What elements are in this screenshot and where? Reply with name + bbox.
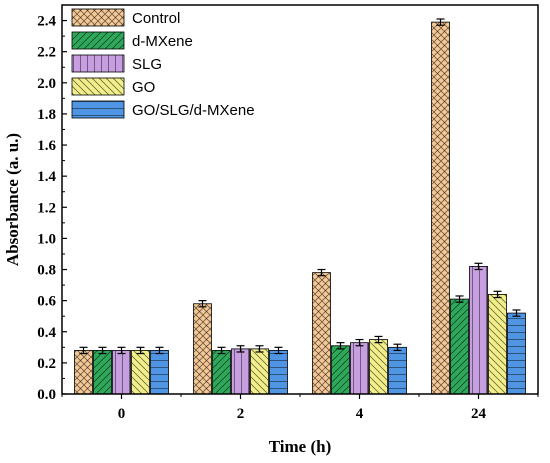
bar-d-mxene-t4 <box>331 345 350 395</box>
error-bar <box>255 345 264 353</box>
x-tick-label: 0 <box>118 406 126 422</box>
error-bar <box>474 262 483 271</box>
legend-swatch <box>71 31 125 50</box>
bar-go-t4 <box>369 339 388 395</box>
error-bar <box>455 295 464 303</box>
legend-item: d-MXene <box>71 31 193 50</box>
bar-go-slg-d-mxene-t0 <box>150 350 169 395</box>
y-tick-label: 1.8 <box>37 107 56 123</box>
y-tick-label: 0.0 <box>37 387 56 403</box>
error-bar <box>393 343 402 352</box>
y-tick-label: 1.4 <box>37 169 56 185</box>
y-tick-label: 2.4 <box>37 14 56 30</box>
x-tick-label: 24 <box>471 406 487 422</box>
legend-label: GO/SLG/d-MXene <box>132 102 255 119</box>
y-tick-label: 1.2 <box>37 200 56 216</box>
bar-d-mxene-t2 <box>212 350 231 395</box>
bar-go-slg-d-mxene-t24 <box>507 312 526 395</box>
error-bar <box>117 346 126 355</box>
ticks-layer: 0.0 0.2 0.4 0.6 0.8 1.0 1.2 1.4 1.6 1.8 2.0 2.2 2.4 0… <box>37 14 539 422</box>
y-tick-label: 0.2 <box>37 356 56 372</box>
error-bar <box>155 346 164 355</box>
legend-label: GO <box>132 79 155 96</box>
error-bar <box>198 300 207 308</box>
x-axis-title: Time (h) <box>269 437 332 456</box>
error-bar <box>236 345 245 353</box>
legend-swatch <box>71 77 125 96</box>
error-bars-layer <box>79 18 521 355</box>
legend-label: d-MXene <box>132 33 193 50</box>
legend-swatch <box>71 54 125 73</box>
legend-item: SLG <box>71 54 162 73</box>
legend-item: GO/SLG/d-MXene <box>71 100 255 119</box>
legend-swatch <box>71 8 125 27</box>
bar-slg-t4 <box>350 342 369 395</box>
error-bar <box>274 346 283 355</box>
bar-control-t0 <box>74 350 93 395</box>
error-bar <box>317 268 326 277</box>
legend: Control d-MXene SLG GO GO/SLG/d-MXene <box>71 8 255 119</box>
x-tick-label: 4 <box>356 406 364 422</box>
y-tick-label: 1.6 <box>37 138 56 154</box>
error-bar <box>98 346 107 355</box>
bar-control-t4 <box>312 272 331 395</box>
bar-go-t0 <box>131 350 150 395</box>
bar-slg-t0 <box>112 350 131 395</box>
x-tick-label: 2 <box>237 406 245 422</box>
error-bar <box>136 346 145 355</box>
bars-layer <box>74 21 526 395</box>
bar-slg-t24 <box>469 266 488 395</box>
bar-go-t24 <box>488 294 507 395</box>
error-bar <box>374 335 383 344</box>
error-bar <box>512 309 521 317</box>
y-tick-label: 0.8 <box>37 263 56 279</box>
bar-slg-t2 <box>231 348 250 395</box>
y-axis-title: Absorbance (a. u.) <box>3 133 22 266</box>
legend-label: Control <box>132 10 180 27</box>
y-tick-label: 0.4 <box>37 325 56 341</box>
bar-d-mxene-t24 <box>450 298 469 395</box>
bar-d-mxene-t0 <box>93 350 112 395</box>
legend-label: SLG <box>132 56 162 73</box>
error-bar <box>355 338 364 347</box>
bar-go-t2 <box>250 348 269 395</box>
legend-item: GO <box>71 77 155 96</box>
y-tick-label: 2.2 <box>37 45 56 61</box>
error-bar <box>336 342 345 350</box>
error-bar <box>436 18 445 26</box>
legend-item: Control <box>71 8 180 27</box>
y-tick-label: 0.6 <box>37 294 56 310</box>
bar-go-slg-d-mxene-t4 <box>388 346 407 395</box>
bar-control-t2 <box>193 303 212 395</box>
y-tick-label: 1.0 <box>37 231 56 247</box>
bar-go-slg-d-mxene-t2 <box>269 350 288 395</box>
y-tick-label: 2.0 <box>37 76 56 92</box>
error-bar <box>217 346 226 355</box>
bar-control-t24 <box>431 21 450 395</box>
error-bar <box>493 290 502 299</box>
error-bar <box>79 346 88 355</box>
legend-swatch <box>71 100 125 119</box>
